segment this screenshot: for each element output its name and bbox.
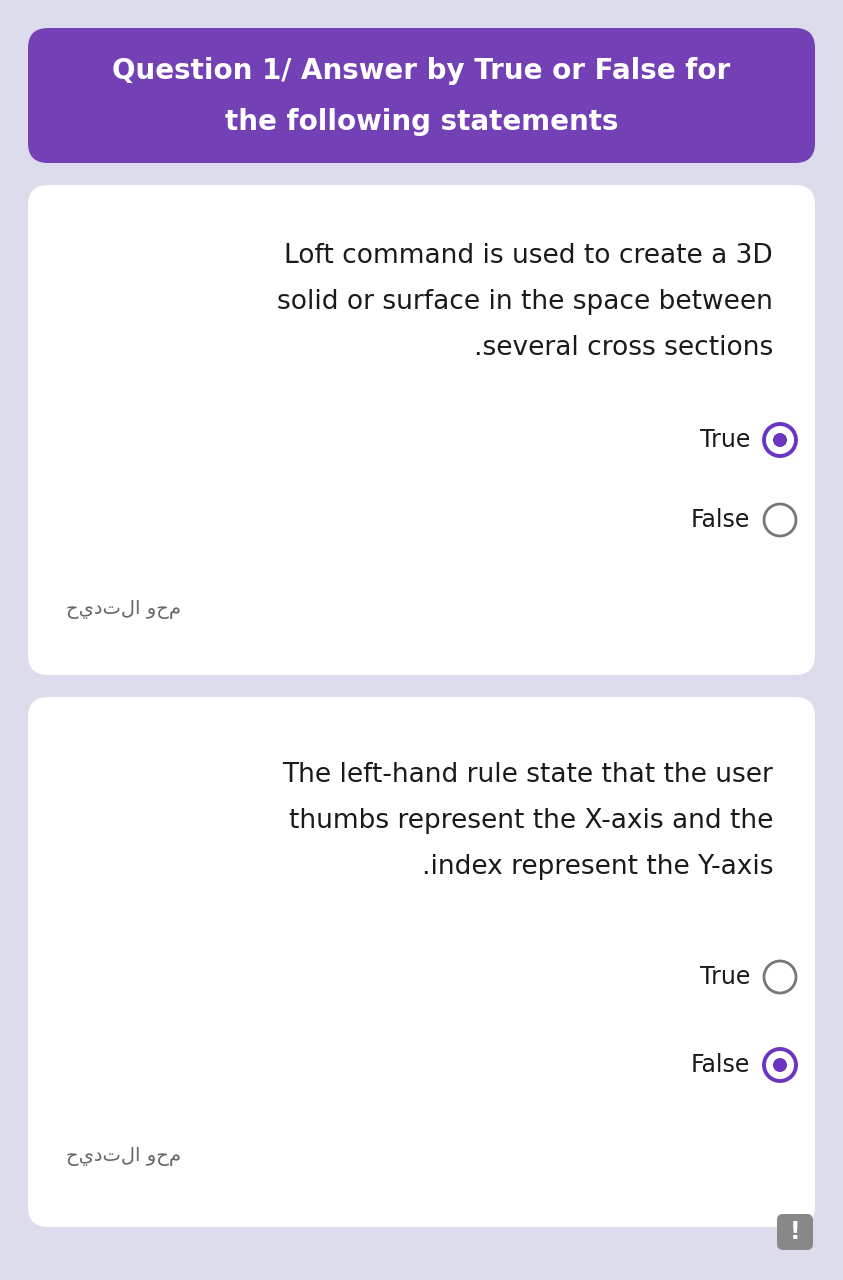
FancyBboxPatch shape [28,28,815,163]
Text: .index represent the Y-axis: .index represent the Y-axis [422,854,773,881]
Text: True: True [700,428,750,452]
Text: حيدتلا وحم: حيدتلا وحم [66,1147,181,1166]
Circle shape [773,433,787,447]
Text: solid or surface in the space between: solid or surface in the space between [277,289,773,315]
FancyBboxPatch shape [28,698,815,1228]
Text: !: ! [790,1220,800,1244]
Text: False: False [690,1053,750,1076]
FancyBboxPatch shape [777,1213,813,1251]
Text: the following statements: the following statements [225,109,618,137]
Text: True: True [700,965,750,989]
Text: The left-hand rule state that the user: The left-hand rule state that the user [282,762,773,788]
Circle shape [773,1059,787,1073]
Text: Question 1/ Answer by True or False for: Question 1/ Answer by True or False for [112,58,731,86]
Text: Loft command is used to create a 3D: Loft command is used to create a 3D [284,243,773,269]
Text: False: False [690,508,750,532]
Text: حيدتلا وحم: حيدتلا وحم [66,600,181,620]
FancyBboxPatch shape [28,186,815,675]
Text: thumbs represent the X-axis and the: thumbs represent the X-axis and the [288,808,773,835]
Text: .several cross sections: .several cross sections [474,335,773,361]
